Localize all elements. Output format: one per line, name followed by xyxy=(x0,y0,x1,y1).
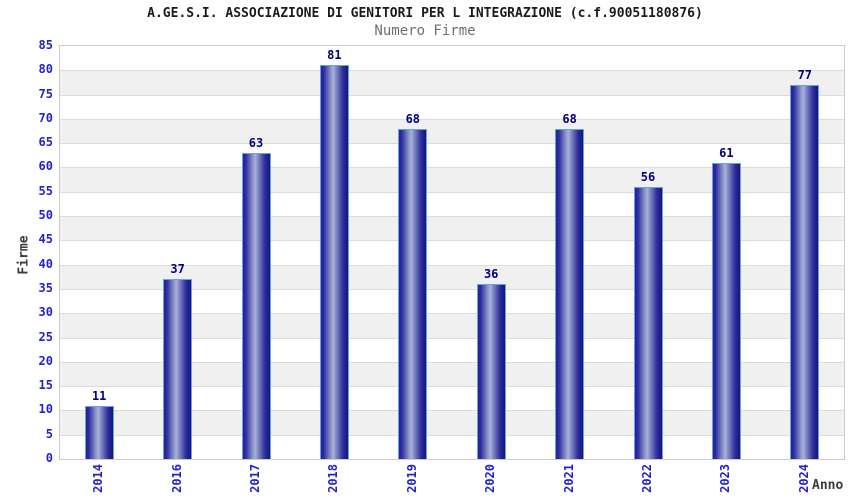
plot-area: 11 37 63 81 68 36 68 56 61 77 xyxy=(59,45,845,460)
chart-subtitle: Numero Firme xyxy=(374,23,476,39)
y-tick-label: 45 xyxy=(38,232,53,247)
x-tick-label: 2018 xyxy=(326,464,341,493)
bar-value-label: 61 xyxy=(719,145,734,160)
gridline xyxy=(60,143,844,145)
gridline xyxy=(60,191,844,193)
y-tick-label: 5 xyxy=(45,426,53,441)
gridline xyxy=(60,216,844,218)
y-tick-label: 15 xyxy=(38,378,53,393)
y-tick-label: 55 xyxy=(38,183,53,198)
bar-value-label: 77 xyxy=(797,67,813,82)
x-tick-label: 2016 xyxy=(169,464,184,493)
gridline xyxy=(60,337,844,339)
gridline xyxy=(60,288,844,290)
chart-title: A.GE.S.I. ASSOCIAZIONE DI GENITORI PER L… xyxy=(147,6,703,21)
x-axis-title: Anno xyxy=(812,478,844,493)
gridline xyxy=(60,167,844,169)
bar xyxy=(84,405,114,459)
bar-value-label: 68 xyxy=(562,111,577,126)
y-tick-label: 85 xyxy=(38,38,53,52)
gridline xyxy=(60,361,844,363)
grid-band xyxy=(60,70,844,95)
bar xyxy=(241,152,271,459)
y-tick-label: 0 xyxy=(45,451,53,465)
bar-value-label: 37 xyxy=(170,262,185,277)
grid-band xyxy=(60,46,844,71)
y-tick-label: 50 xyxy=(38,208,53,223)
x-tick-label: 2014 xyxy=(91,464,106,493)
bar xyxy=(163,279,193,459)
x-tick-label: 2022 xyxy=(640,464,654,493)
x-tick-label: 2024 xyxy=(796,464,811,493)
x-tick-label: 2017 xyxy=(248,464,262,493)
bar xyxy=(398,128,428,459)
y-tick-label: 10 xyxy=(38,402,53,417)
y-tick-label: 40 xyxy=(38,256,53,271)
gridline xyxy=(60,240,844,242)
gridline xyxy=(60,264,844,266)
grid-band xyxy=(60,118,844,144)
y-tick-label: 25 xyxy=(38,329,53,344)
bar-value-label: 11 xyxy=(91,388,107,403)
y-tick-label: 70 xyxy=(38,110,53,125)
gridline xyxy=(60,410,844,412)
y-tick-label: 60 xyxy=(38,159,53,174)
y-tick-label: 80 xyxy=(38,62,53,77)
y-tick-label: 65 xyxy=(38,135,53,150)
x-tick-label: 2023 xyxy=(718,464,733,493)
bar-value-label: 68 xyxy=(405,111,421,126)
bar-value-label: 56 xyxy=(640,169,656,184)
y-tick-label: 35 xyxy=(38,280,53,295)
bar-value-label: 81 xyxy=(327,48,342,63)
y-tick-label: 75 xyxy=(38,86,53,101)
bar xyxy=(711,162,741,459)
gridline xyxy=(60,70,844,72)
bar xyxy=(790,84,820,459)
bar-value-label: 63 xyxy=(248,135,264,150)
grid-band xyxy=(60,94,844,119)
gridline xyxy=(60,434,844,436)
y-tick-label: 20 xyxy=(38,353,53,368)
bar xyxy=(319,65,349,459)
y-tick-label: 30 xyxy=(38,305,53,320)
gridline xyxy=(60,386,844,388)
bar xyxy=(633,186,663,459)
x-tick-label: 2021 xyxy=(561,464,576,493)
bar-value-label: 36 xyxy=(483,267,499,282)
x-tick-label: 2019 xyxy=(404,464,419,493)
x-tick-label: 2020 xyxy=(483,464,498,493)
bar xyxy=(476,284,506,459)
gridline xyxy=(60,118,844,120)
bar xyxy=(555,128,585,459)
gridline xyxy=(60,94,844,96)
gridline xyxy=(60,313,844,315)
